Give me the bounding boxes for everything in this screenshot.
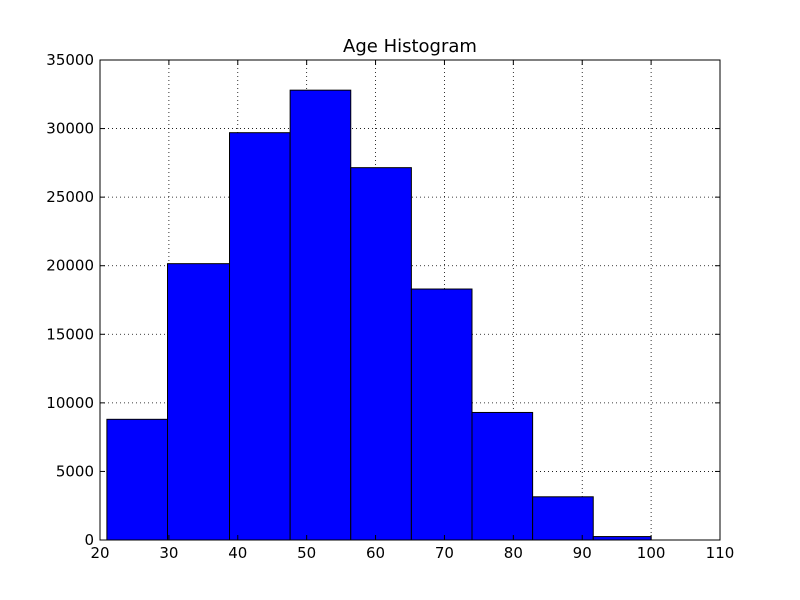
y-tick-label: 15000 bbox=[46, 325, 94, 343]
histogram-bar bbox=[592, 536, 652, 541]
x-axis-ticks: 20 30 40 50 60 70 80 90 100 110 bbox=[90, 60, 734, 562]
x-tick-label: 110 bbox=[706, 544, 735, 562]
histogram-bar bbox=[532, 496, 594, 541]
histogram-bar bbox=[350, 167, 412, 541]
y-tick-label: 25000 bbox=[46, 188, 94, 206]
y-axis-ticks: 0 5000 10000 15000 20000 25000 30000 35000 bbox=[46, 51, 720, 549]
x-tick-label: 30 bbox=[159, 544, 178, 562]
y-tick-label: 10000 bbox=[46, 394, 94, 412]
plot-frame bbox=[99, 59, 721, 541]
histogram-bar bbox=[229, 132, 291, 541]
x-tick-label: 40 bbox=[228, 544, 247, 562]
x-tick-label: 20 bbox=[90, 544, 109, 562]
x-tick-label: 80 bbox=[504, 544, 523, 562]
histogram-bars bbox=[106, 89, 652, 541]
x-tick-label: 50 bbox=[297, 544, 316, 562]
x-tick-label: 70 bbox=[435, 544, 454, 562]
y-tick-label: 0 bbox=[84, 531, 94, 549]
y-tick-label: 20000 bbox=[46, 257, 94, 275]
histogram-bar bbox=[471, 411, 534, 541]
y-tick-label: 5000 bbox=[56, 462, 94, 480]
x-tick-label: 90 bbox=[573, 544, 592, 562]
y-tick-label: 35000 bbox=[46, 51, 94, 69]
chart-title: Age Histogram bbox=[343, 36, 477, 57]
histogram-bar bbox=[289, 89, 352, 541]
x-tick-label: 60 bbox=[366, 544, 385, 562]
x-tick-label: 100 bbox=[637, 544, 666, 562]
y-tick-label: 30000 bbox=[46, 120, 94, 138]
histogram-bar bbox=[410, 288, 473, 541]
histogram-bar bbox=[106, 418, 169, 541]
histogram-bar bbox=[167, 263, 231, 541]
